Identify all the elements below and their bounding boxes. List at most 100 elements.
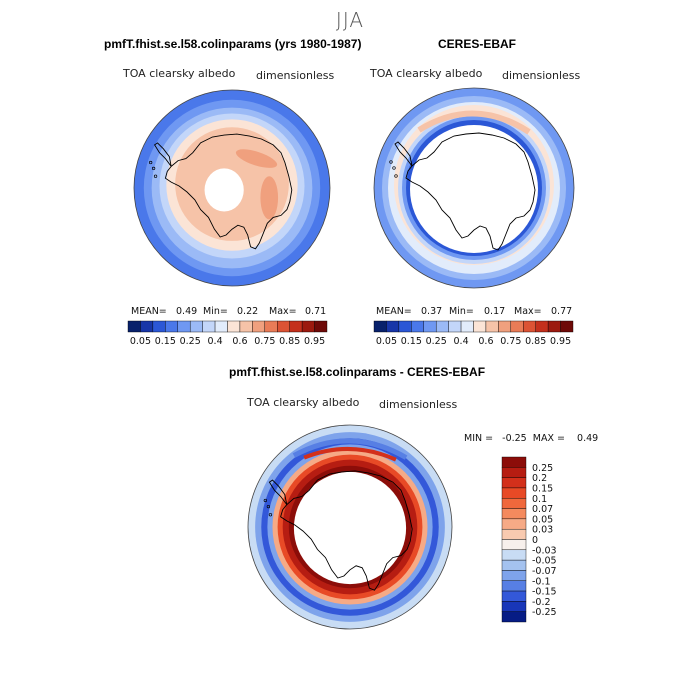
panel2-colorbar-cell bbox=[473, 320, 487, 333]
panel3-colorbar-tick: 0.25 bbox=[532, 463, 553, 474]
panel1-high-albedo-patch bbox=[235, 149, 278, 168]
panel3-colorbar-tick: 0.07 bbox=[532, 504, 553, 515]
panel3-colorbar-cell bbox=[501, 528, 527, 540]
panel3-colorbar: 0.250.20.150.10.070.050.030-0.03-0.05-0.… bbox=[501, 456, 557, 623]
panel2-mean-label: MEAN= bbox=[376, 306, 412, 317]
panel2-colorbar-cell bbox=[498, 320, 512, 333]
panel1-colorbar-cell bbox=[301, 320, 315, 333]
panel1-missing-data bbox=[204, 168, 244, 212]
panel2-colorbar-tick: 0.05 bbox=[376, 336, 397, 347]
panel3-colorbar-cell bbox=[501, 508, 527, 520]
panel1-high-albedo-patch bbox=[260, 176, 279, 220]
panel2-map-border bbox=[373, 87, 575, 289]
panel1-max-label: Max= bbox=[269, 306, 297, 317]
panel1-colorbar-cell bbox=[239, 320, 253, 333]
panel3-colorbar-cell bbox=[501, 590, 527, 602]
panel2-max-label: Max= bbox=[514, 306, 542, 317]
panel3-positive-band bbox=[303, 446, 397, 462]
panel1-antarctica-coastline bbox=[164, 133, 293, 250]
panel2-min-label: Min= bbox=[449, 306, 474, 317]
panel2-variable-label: TOA clearsky albedo bbox=[370, 67, 483, 80]
panel1-colorbar-tick: 0.4 bbox=[208, 336, 223, 347]
panel2-colorbar-cell bbox=[547, 320, 561, 333]
panel1-island bbox=[149, 160, 153, 165]
panel2-colorbar-cell bbox=[386, 320, 400, 333]
panel1-colorbar-cell bbox=[165, 320, 178, 333]
panel1-colorbar-tick: 0.6 bbox=[232, 336, 247, 347]
panel2-colorbar-tick: 0.25 bbox=[426, 336, 447, 347]
panel1-colorbar-cell bbox=[227, 320, 241, 333]
panel1-island bbox=[153, 174, 158, 178]
panel2-colorbar-tick: 0.95 bbox=[550, 336, 571, 347]
panel1-colorbar-tick: 0.75 bbox=[254, 336, 275, 347]
season-title: JJA bbox=[335, 8, 365, 32]
panel2-colorbar-cell bbox=[485, 320, 499, 333]
panel3-negative-band bbox=[292, 438, 408, 460]
panel1-colorbar-cell bbox=[289, 320, 303, 333]
panel2-colorbar-cell bbox=[423, 320, 437, 333]
panel3-peninsula-coastline bbox=[268, 479, 288, 505]
panel2-colorbar-cell bbox=[448, 320, 462, 333]
panel1-colorbar-cell bbox=[264, 320, 278, 333]
panel3-colorbar-tick: 0.03 bbox=[532, 525, 553, 536]
panel2-colorbar: 0.05 0.15 0.25 0.4 0.6 0.75 0.85 0.95 bbox=[373, 320, 574, 347]
panel3-island bbox=[266, 504, 271, 509]
panel2-colorbar-tick: 0.75 bbox=[500, 336, 521, 347]
panel1-peninsula-coastline bbox=[153, 142, 172, 167]
panel2-colorbar-cell bbox=[535, 320, 549, 333]
panel1-colorbar-tick: 0.05 bbox=[130, 336, 151, 347]
panel1-map-border bbox=[133, 89, 331, 287]
panel3-colorbar-cell bbox=[501, 559, 527, 571]
panel1-colorbar-cell bbox=[152, 320, 166, 333]
panel2-colorbar-cell bbox=[560, 320, 574, 333]
panel3-colorbar-tick: -0.05 bbox=[532, 556, 557, 567]
panel1-colorbar-tick: 0.95 bbox=[304, 336, 325, 347]
panel2-island bbox=[392, 166, 396, 170]
panel3-colorbar-tick: -0.2 bbox=[532, 597, 551, 608]
panel2-peninsula-coastline bbox=[394, 141, 413, 167]
panel2-colorbar-cell bbox=[373, 320, 387, 333]
panel3-minmax: MIN = -0.25 MAX = 0.49 bbox=[464, 433, 599, 444]
panel2-units-label: dimensionless bbox=[502, 69, 581, 82]
panel3-field bbox=[248, 425, 452, 629]
panel1-island bbox=[151, 166, 156, 171]
panel3-colorbar-tick: 0.05 bbox=[532, 514, 553, 525]
panel2-field bbox=[374, 88, 574, 288]
panel1-colorbar-cell bbox=[202, 320, 216, 333]
panel2-colorbar-tick: 0.15 bbox=[401, 336, 422, 347]
panel2-contour-7 bbox=[410, 125, 538, 253]
panel2-colorbar-cell bbox=[411, 320, 424, 333]
panel2-island bbox=[394, 174, 398, 178]
panel3-colorbar-cell bbox=[501, 487, 527, 499]
panel1-mean-label: MEAN= bbox=[131, 306, 167, 317]
panel1-min-label: Min= bbox=[203, 306, 228, 317]
panel1-title: pmfT.fhist.se.l58.colinparams (yrs 1980-… bbox=[104, 37, 362, 51]
panel3-island bbox=[268, 513, 273, 517]
panel2-colorbar-tick: 0.4 bbox=[454, 336, 469, 347]
panel3-contour-8 bbox=[293, 471, 407, 585]
panel3-colorbar-tick: -0.1 bbox=[532, 576, 551, 587]
panel1-colorbar-tick: 0.85 bbox=[279, 336, 300, 347]
panel1-variable-label: TOA clearsky albedo bbox=[123, 67, 236, 80]
panel3-colorbar-cell bbox=[501, 611, 527, 623]
panel1-colorbar-cell bbox=[314, 320, 328, 333]
panel3-colorbar-tick: -0.25 bbox=[532, 607, 557, 618]
panel1-colorbar-cell bbox=[127, 320, 141, 333]
panel1-map bbox=[133, 89, 331, 287]
panel3-colorbar-cell bbox=[501, 539, 527, 551]
panel1-colorbar-cell bbox=[177, 320, 191, 333]
panel1-colorbar-cell bbox=[277, 320, 290, 333]
panel3-colorbar-tick: -0.03 bbox=[532, 545, 557, 556]
panel1-units-label: dimensionless bbox=[256, 69, 335, 82]
panel3-colorbar-tick: 0 bbox=[532, 535, 538, 546]
panel2-colorbar-cell bbox=[435, 320, 449, 333]
panel2-title: CERES-EBAF bbox=[438, 37, 517, 51]
panel3-colorbar-cell bbox=[501, 477, 527, 489]
panel3-colorbar-cell bbox=[501, 549, 527, 561]
panel3-colorbar-cell bbox=[501, 570, 527, 581]
panel1-max-value: 0.71 bbox=[305, 306, 327, 317]
panel3-variable-label: TOA clearsky albedo bbox=[247, 396, 360, 409]
panel3-title: pmfT.fhist.se.l58.colinparams - CERES-EB… bbox=[229, 365, 486, 379]
panel3-colorbar-tick: 0.2 bbox=[532, 473, 547, 484]
